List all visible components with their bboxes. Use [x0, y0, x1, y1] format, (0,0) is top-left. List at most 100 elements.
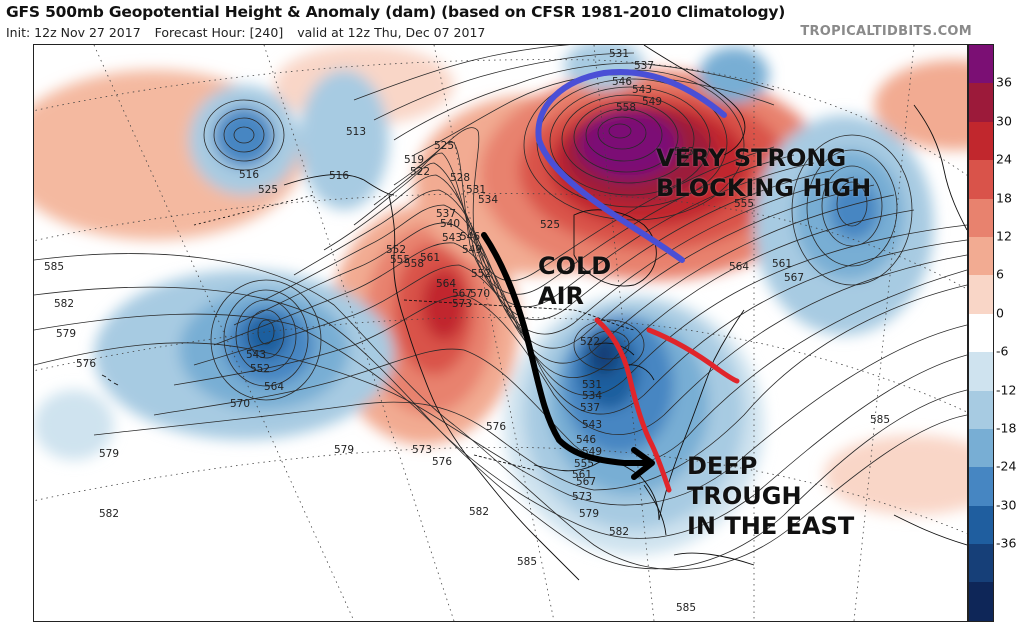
contour-576 — [34, 324, 967, 506]
contour-bering-low-2 — [213, 108, 275, 162]
contour-543 — [373, 152, 815, 307]
brand-watermark[interactable]: TROPICALTIDBITS.COM — [800, 24, 972, 39]
blocking-high-label: VERY STRONG BLOCKING HIGH — [656, 143, 871, 203]
deep-trough-label: DEEP TROUGH IN THE EAST — [687, 451, 854, 541]
contour-value-label: 537 — [580, 402, 600, 414]
latitude-line-3 — [34, 316, 967, 413]
anomaly-ridge-atlantic — [874, 60, 967, 150]
contour-value-label: 543 — [246, 349, 266, 361]
anomaly-ridge-caribbean — [824, 435, 967, 515]
contour-value-label: 543 — [632, 84, 652, 96]
contour-value-label: 516 — [329, 170, 349, 182]
contour-value-label: 561 — [420, 252, 440, 264]
contour-value-label: 564 — [436, 278, 456, 290]
contour-value-label: 570 — [230, 398, 250, 410]
cold-air-arrow — [481, 232, 649, 466]
colorbar-segment — [969, 45, 993, 84]
contour-525-arctic — [353, 45, 570, 101]
contour-value-label: 564 — [264, 381, 284, 393]
colorbar-segment — [969, 198, 993, 237]
anomaly-trough-greenland — [699, 47, 769, 103]
contour-value-label: 513 — [346, 126, 366, 138]
contour-value-label: 549 — [462, 244, 482, 256]
colorbar-tick-label: -18 — [996, 420, 1017, 436]
contour-value-label: 525 — [258, 184, 278, 196]
trough-axis-line — [594, 317, 672, 493]
contour-value-label: 519 — [404, 154, 424, 166]
latlon-grid — [34, 45, 967, 621]
trough-secondary-line — [646, 327, 740, 384]
colorbar-segment — [969, 428, 993, 468]
contour-value-label: 525 — [540, 219, 560, 231]
contour-block-ring-7 — [597, 116, 647, 150]
init-time: Init: 12z Nov 27 2017 — [6, 25, 141, 40]
colorbar-tick-label: -30 — [996, 497, 1017, 513]
colorbar-segment — [969, 467, 993, 506]
contour-value-label: 534 — [478, 194, 498, 206]
colorbar-segment — [969, 313, 993, 353]
contour-561 — [213, 224, 967, 396]
colorbar-segment — [969, 83, 993, 122]
anomaly-trough-gulf-alaska — [299, 70, 389, 210]
blocking-label-line1: VERY STRONG — [656, 144, 847, 172]
contour-value-label: 522 — [410, 166, 430, 178]
colorbar-tick-label: -36 — [996, 535, 1017, 551]
contour-value-label: 579 — [99, 448, 119, 460]
contour-value-label: 549 — [642, 96, 662, 108]
contour-value-label: 561 — [572, 469, 592, 481]
anomaly-trough-pacific-core — [244, 315, 288, 359]
contour-value-label: 522 — [580, 336, 600, 348]
contour-537 — [413, 127, 775, 282]
contour-value-label: 525 — [434, 140, 454, 152]
anomaly-trough-bering — [214, 107, 274, 167]
contour-value-label: 573 — [572, 491, 592, 503]
colorbar-segment — [969, 544, 993, 583]
contour-value-label: 561 — [772, 258, 792, 270]
chart-title: GFS 500mb Geopotential Height & Anomaly … — [6, 3, 786, 21]
contour-value-label: 543 — [582, 419, 602, 431]
contour-value-label: 567 — [576, 476, 596, 488]
contour-528-arctic — [373, 52, 635, 121]
contour-585 — [34, 253, 967, 571]
colorbar-segment — [969, 582, 993, 621]
contour-value-label: 576 — [432, 456, 452, 468]
contour-pacific-low-4 — [247, 309, 285, 359]
colorbar-tick-label: 18 — [996, 190, 1012, 206]
contour-pacific-low-3 — [235, 299, 297, 373]
colorbar-tick-label: 6 — [996, 266, 1004, 282]
contour-pacific-low-2 — [223, 289, 309, 387]
anomaly-ridge-west-peak — [422, 270, 466, 340]
contour-value-label: 516 — [239, 169, 259, 181]
colorbar-segment — [969, 390, 993, 429]
anomaly-trough-east-peak — [589, 335, 619, 375]
chart-subtitle: Init: 12z Nov 27 2017 Forecast Hour: [24… — [6, 25, 495, 40]
contour-value-label: 573 — [412, 444, 432, 456]
contour-atlantic-low-2 — [806, 149, 898, 267]
contour-573 — [93, 284, 967, 491]
forecast-hour: Forecast Hour: [240] — [154, 25, 284, 40]
colorbar-tick-label: 30 — [996, 113, 1012, 129]
colorbar-segment — [969, 505, 993, 545]
contour-value-label: 555 — [390, 254, 410, 266]
height-contours — [34, 45, 967, 571]
contour-value-label: 582 — [99, 508, 119, 520]
blocking-high-arrow — [535, 69, 727, 263]
colorbar-segment — [969, 352, 993, 391]
contour-value-label: 546 — [460, 231, 480, 243]
contour-value-label: 579 — [334, 444, 354, 456]
contour-east-low-1 — [573, 319, 645, 371]
canada-us-border — [403, 299, 635, 331]
contour-value-label: 543 — [442, 232, 462, 244]
aleutians — [193, 194, 315, 226]
colorbar-tick-label: 0 — [996, 305, 1004, 321]
cuba — [673, 552, 755, 566]
contour-value-label: 567 — [452, 288, 472, 300]
contour-value-label: 567 — [784, 272, 804, 284]
contour-block-ring-6 — [585, 108, 663, 162]
trough-label-line2: TROUGH — [687, 482, 802, 510]
contour-value-label: 552 — [250, 363, 270, 375]
latitude-line-4 — [34, 446, 967, 534]
contour-block-ring-3 — [549, 86, 711, 196]
colorbar-tick-label: 12 — [996, 228, 1012, 244]
